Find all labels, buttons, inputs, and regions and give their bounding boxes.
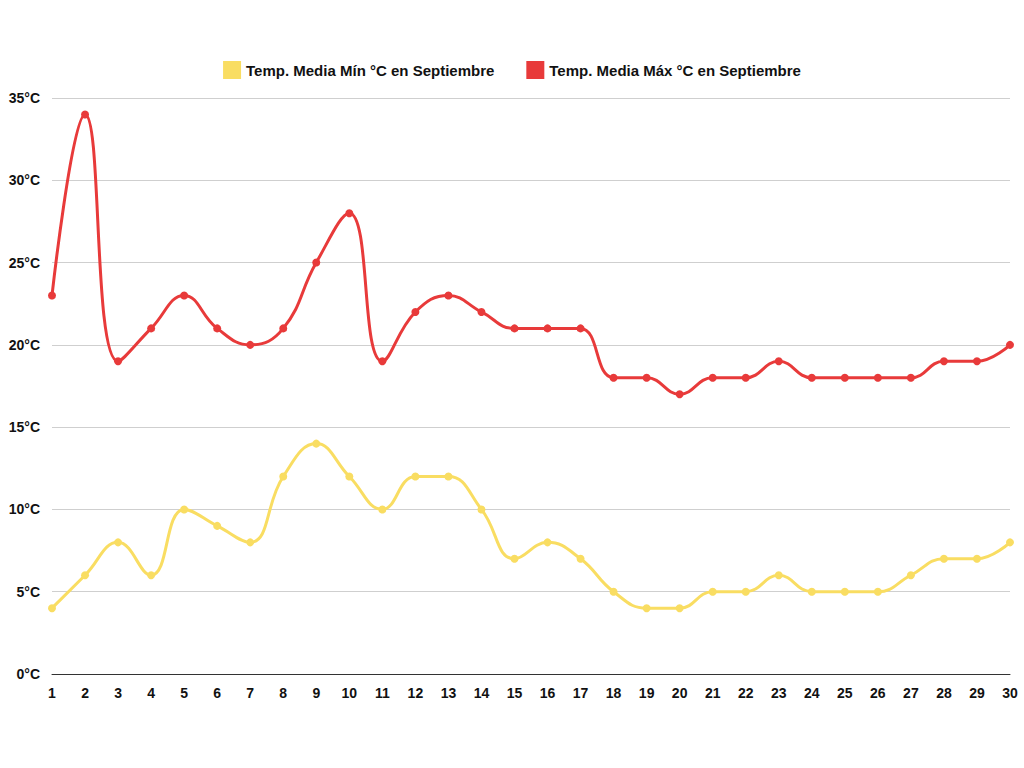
svg-text:8: 8 [279, 685, 287, 701]
svg-text:4: 4 [147, 685, 155, 701]
svg-text:19: 19 [639, 685, 655, 701]
svg-text:10°C: 10°C [9, 501, 40, 517]
svg-text:18: 18 [606, 685, 622, 701]
svg-text:29: 29 [969, 685, 985, 701]
svg-text:1: 1 [48, 685, 56, 701]
svg-text:Temp. Media Mín °C en Septiemb: Temp. Media Mín °C en Septiembre [246, 62, 494, 79]
svg-text:30°C: 30°C [9, 172, 40, 188]
svg-text:5: 5 [180, 685, 188, 701]
svg-text:7: 7 [246, 685, 254, 701]
svg-text:23: 23 [771, 685, 787, 701]
svg-text:15°C: 15°C [9, 419, 40, 435]
svg-text:6: 6 [213, 685, 221, 701]
svg-text:3: 3 [114, 685, 122, 701]
svg-text:0°C: 0°C [17, 666, 41, 682]
svg-text:13: 13 [441, 685, 457, 701]
svg-text:Temp. Media Máx °C en Septiemb: Temp. Media Máx °C en Septiembre [549, 62, 801, 79]
svg-text:27: 27 [903, 685, 919, 701]
svg-text:2: 2 [81, 685, 89, 701]
svg-text:5°C: 5°C [17, 584, 41, 600]
svg-text:12: 12 [408, 685, 424, 701]
svg-text:17: 17 [573, 685, 589, 701]
svg-text:20°C: 20°C [9, 337, 40, 353]
svg-text:9: 9 [312, 685, 320, 701]
svg-text:22: 22 [738, 685, 754, 701]
svg-text:26: 26 [870, 685, 886, 701]
svg-text:25°C: 25°C [9, 255, 40, 271]
svg-text:14: 14 [474, 685, 490, 701]
svg-text:21: 21 [705, 685, 721, 701]
svg-text:20: 20 [672, 685, 688, 701]
svg-text:28: 28 [936, 685, 952, 701]
svg-text:25: 25 [837, 685, 853, 701]
svg-text:30: 30 [1002, 685, 1018, 701]
svg-text:24: 24 [804, 685, 820, 701]
svg-text:11: 11 [375, 685, 390, 701]
svg-text:35°C: 35°C [9, 90, 40, 106]
svg-text:16: 16 [540, 685, 556, 701]
svg-text:10: 10 [342, 685, 358, 701]
svg-text:15: 15 [507, 685, 523, 701]
